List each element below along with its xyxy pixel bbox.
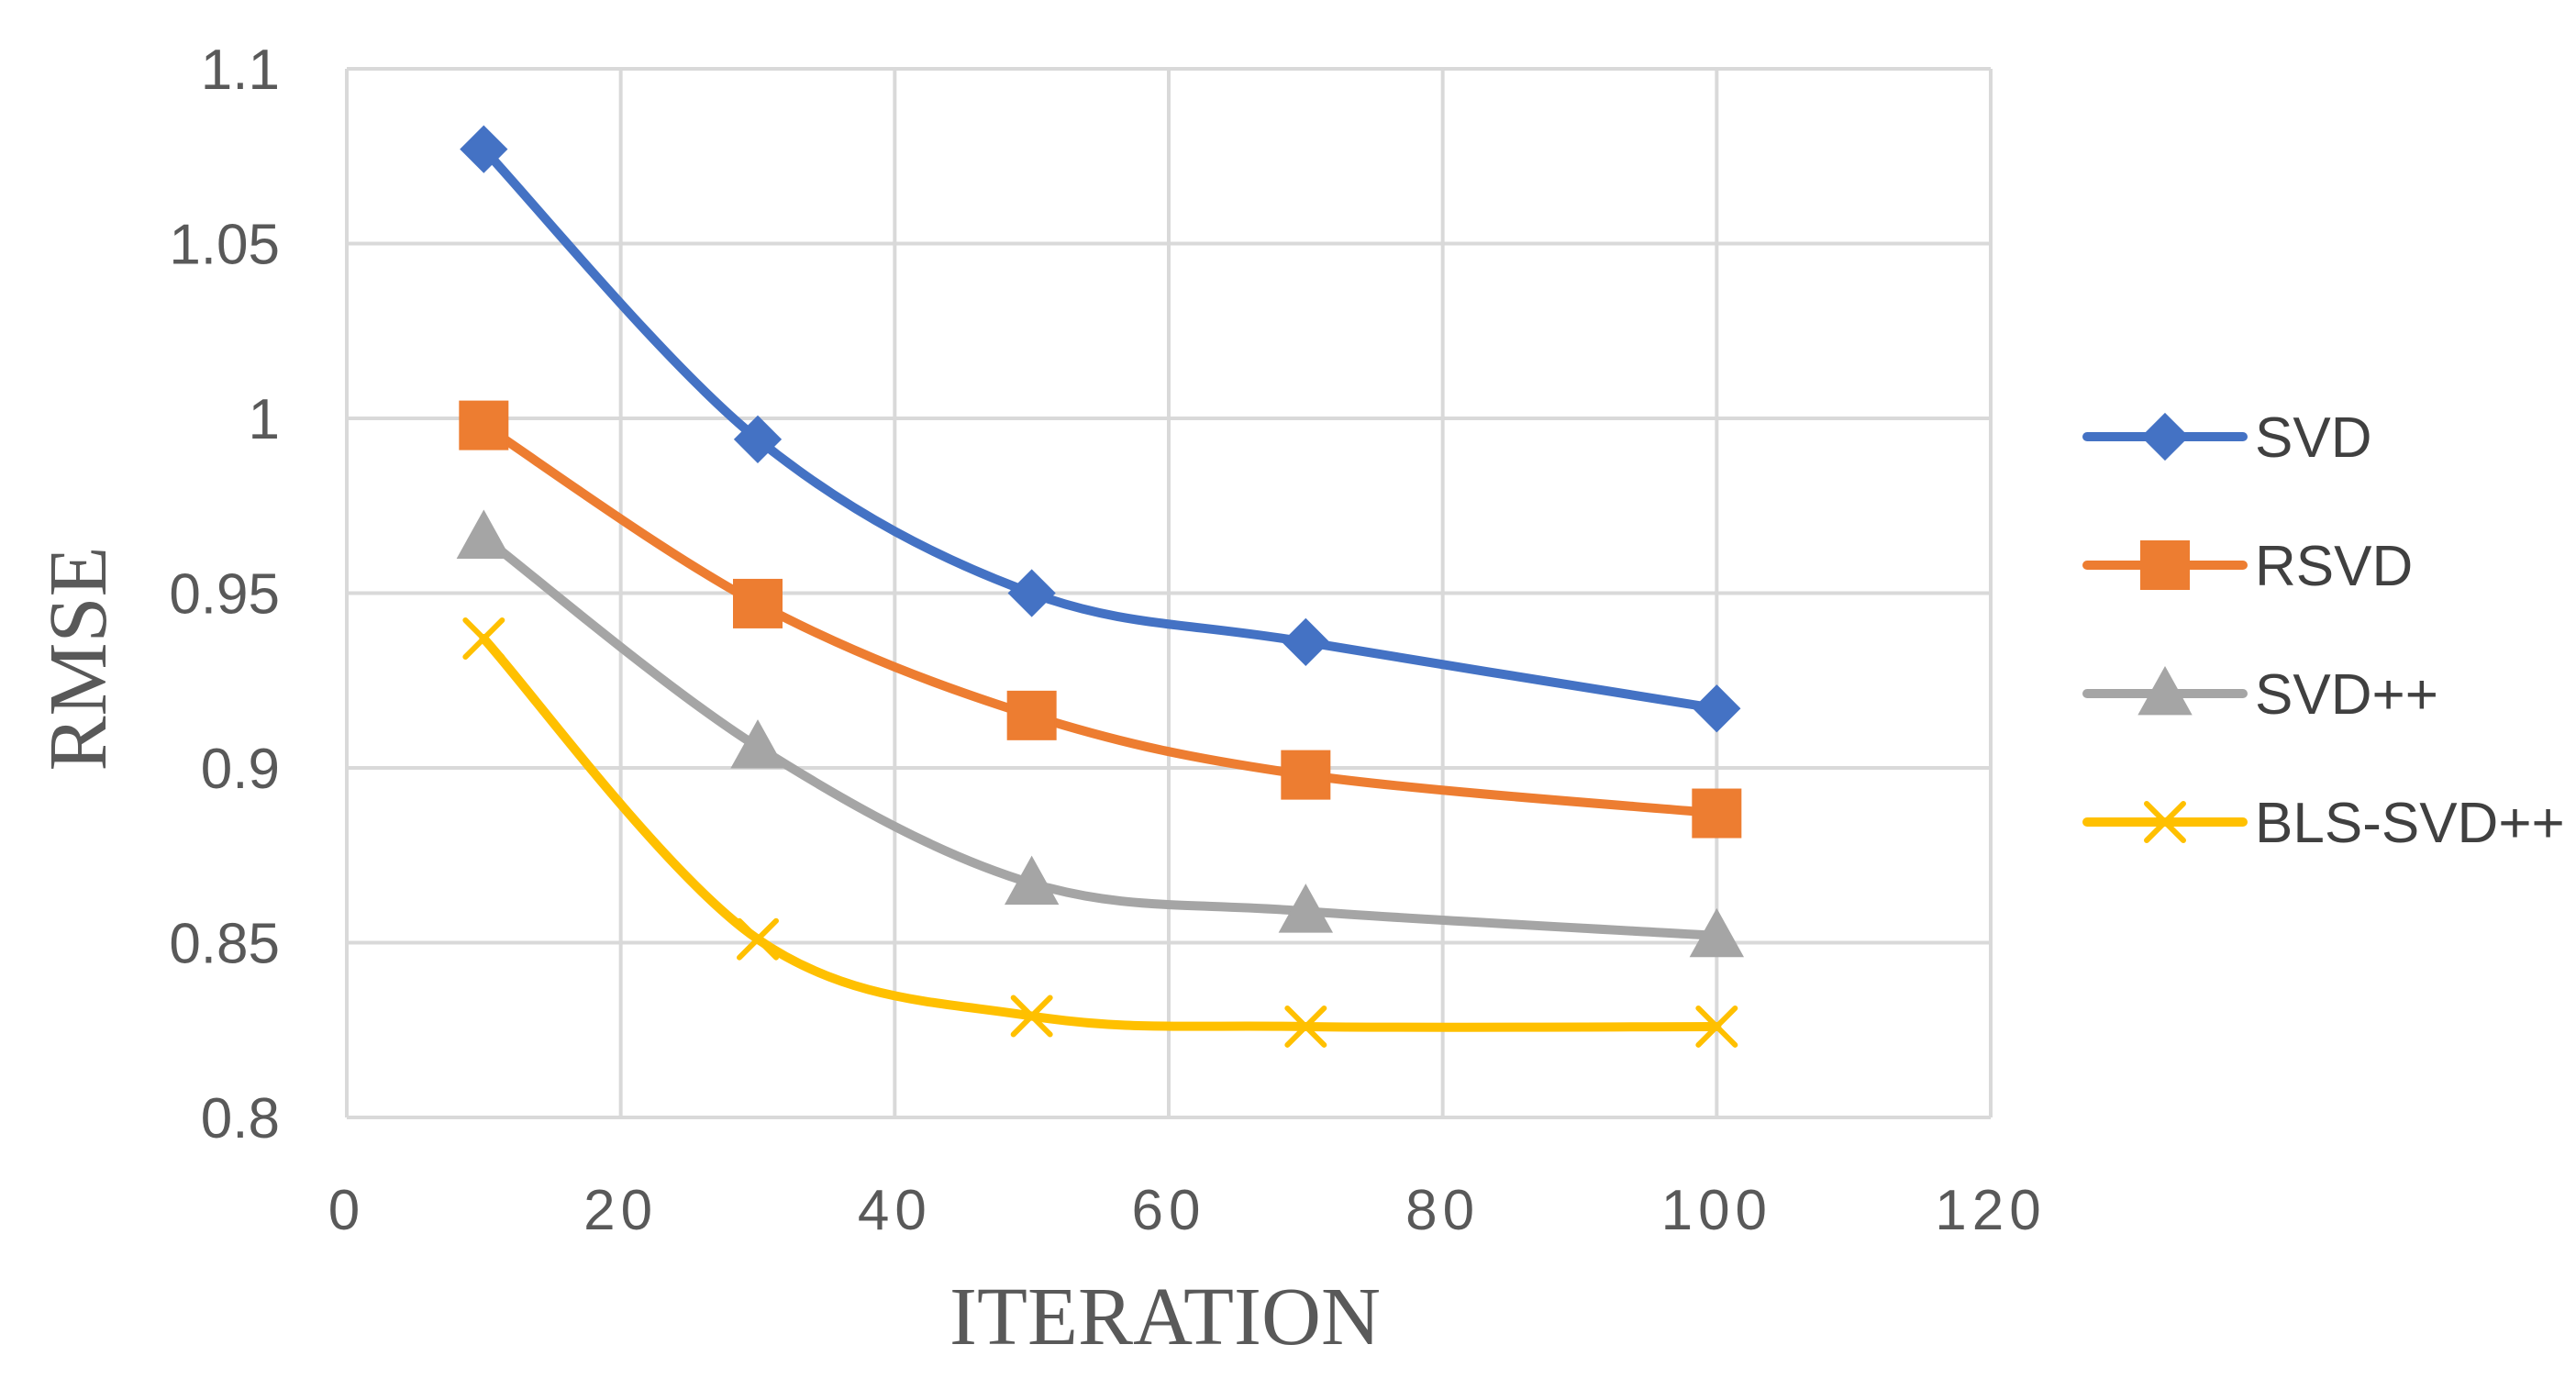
legend-marker-svd bbox=[2140, 412, 2190, 461]
legend-label: BLS-SVD++ bbox=[2255, 792, 2565, 855]
data-point-rsvd bbox=[1692, 788, 1742, 839]
y-tick-label: 1.05 bbox=[169, 214, 280, 277]
data-point-svd bbox=[460, 125, 508, 173]
data-point-svdplusplus bbox=[730, 719, 785, 769]
y-tick-label: 1.1 bbox=[201, 39, 280, 102]
series-line-svd bbox=[479, 144, 1722, 714]
data-point-svdplusplus bbox=[1689, 907, 1745, 958]
data-point-bls-svdplusplus bbox=[1284, 1005, 1327, 1048]
y-tick-label: 0.9 bbox=[201, 738, 280, 801]
series-line-rsvd bbox=[479, 420, 1722, 818]
series-rsvd bbox=[459, 400, 1742, 839]
data-point-bls-svdplusplus bbox=[462, 617, 505, 661]
y-tick-label: 0.95 bbox=[169, 563, 280, 627]
series-svdplusplus bbox=[456, 509, 1745, 958]
data-point-svd bbox=[1282, 617, 1330, 666]
x-tick-label: 60 bbox=[1132, 1179, 1206, 1242]
legend-item-svd: SVD bbox=[2082, 406, 2371, 470]
series-svd bbox=[460, 125, 1741, 733]
y-tick-label: 0.85 bbox=[169, 913, 280, 976]
data-point-svd bbox=[1693, 684, 1741, 733]
data-point-svdplusplus bbox=[1004, 855, 1060, 906]
data-point-rsvd bbox=[459, 400, 509, 450]
data-point-svdplusplus bbox=[456, 509, 512, 559]
legend: SVD RSVD SVD++ BLS-SVD++ bbox=[2082, 406, 2565, 855]
legend-marker-bls-svdplusplus bbox=[2144, 801, 2186, 843]
series-bls-svdplusplus bbox=[462, 617, 1738, 1048]
legend-label: SVD++ bbox=[2255, 663, 2438, 727]
x-tick-label: 20 bbox=[583, 1179, 658, 1242]
legend-item-svdplusplus: SVD++ bbox=[2082, 663, 2438, 727]
x-tick-label: 40 bbox=[858, 1179, 932, 1242]
x-tick-label: 80 bbox=[1405, 1179, 1480, 1242]
data-point-svd bbox=[1007, 569, 1056, 617]
y-tick-label: 1 bbox=[249, 388, 280, 451]
legend-marker-rsvd bbox=[2140, 540, 2190, 590]
legend-item-bls-svdplusplus: BLS-SVD++ bbox=[2082, 792, 2565, 855]
y-axis-title: RMSE bbox=[33, 546, 124, 771]
grid-lines bbox=[345, 67, 1993, 1119]
data-point-rsvd bbox=[1281, 750, 1331, 800]
x-axis-title: ITERATION bbox=[949, 1272, 1381, 1362]
series-line-bls-svdplusplus bbox=[479, 634, 1722, 1032]
data-point-rsvd bbox=[733, 578, 783, 628]
data-point-rsvd bbox=[1006, 690, 1057, 740]
legend-label: SVD bbox=[2255, 406, 2371, 470]
legend-item-rsvd: RSVD bbox=[2082, 535, 2413, 598]
legend-marker-svdplusplus bbox=[2137, 665, 2193, 716]
y-tick-label: 0.8 bbox=[201, 1087, 280, 1150]
data-point-bls-svdplusplus bbox=[1010, 995, 1053, 1038]
data-point-svdplusplus bbox=[1278, 883, 1334, 933]
data-point-svd bbox=[733, 415, 783, 463]
data-point-bls-svdplusplus bbox=[1695, 1005, 1738, 1048]
y-axis-ticks: 0.8 0.85 0.9 0.95 1 1.05 1.1 bbox=[169, 39, 280, 1150]
series-lines bbox=[456, 125, 1745, 1048]
legend-label: RSVD bbox=[2255, 535, 2413, 598]
x-tick-label: 120 bbox=[1935, 1179, 2046, 1242]
x-tick-label: 0 bbox=[328, 1179, 365, 1242]
data-point-bls-svdplusplus bbox=[737, 917, 779, 961]
x-tick-label: 100 bbox=[1661, 1179, 1772, 1242]
x-axis-ticks: 0 20 40 60 80 100 120 bbox=[328, 1179, 2046, 1242]
